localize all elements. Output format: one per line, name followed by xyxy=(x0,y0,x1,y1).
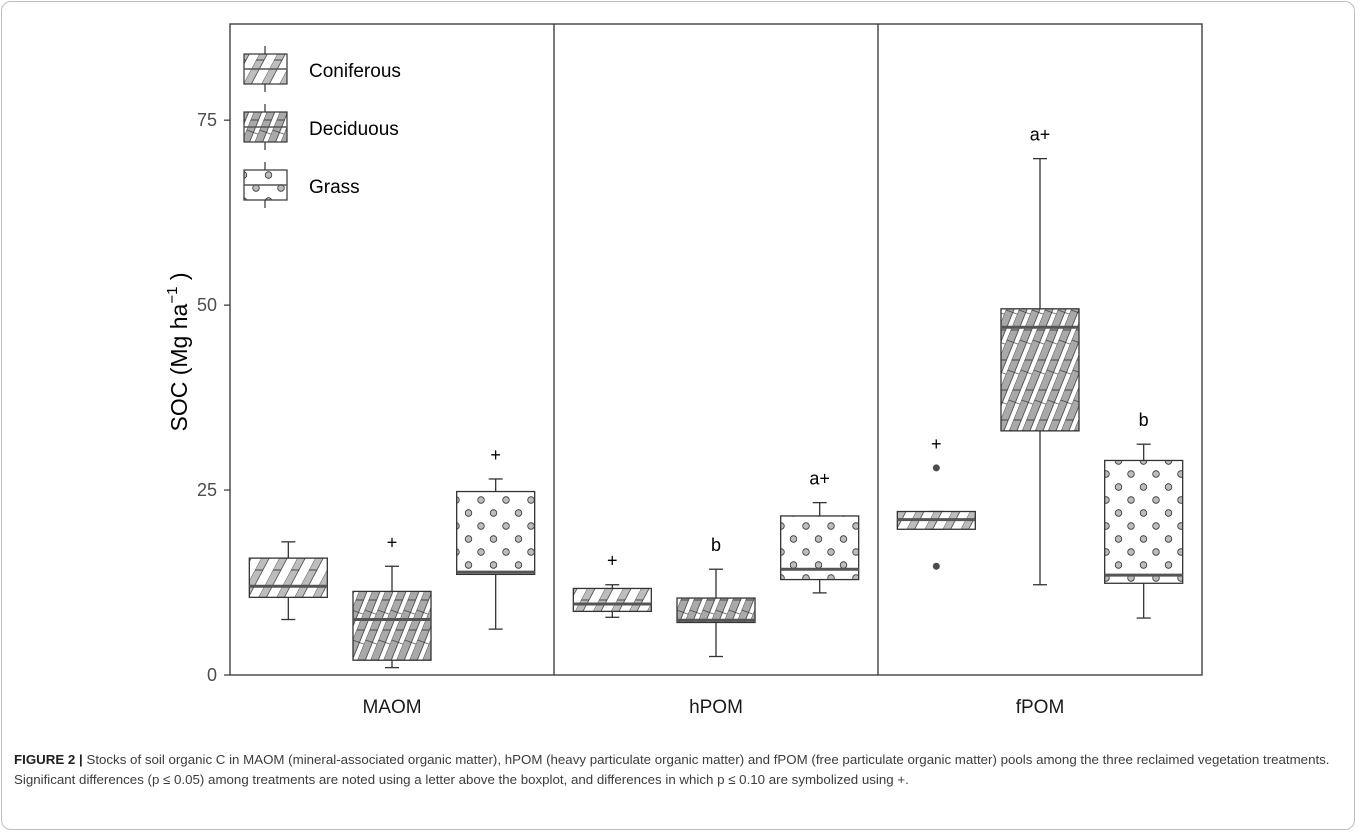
outlier-fpom-coniferous xyxy=(932,562,940,570)
y-tick-label: 50 xyxy=(197,295,217,315)
x-tick-label-maom: MAOM xyxy=(362,697,421,718)
caption-text: Stocks of soil organic C in MAOM (minera… xyxy=(14,752,1330,787)
legend-label-grass: Grass xyxy=(309,177,360,198)
figure-caption: FIGURE 2 | Stocks of soil organic C in M… xyxy=(14,750,1344,790)
outlier-fpom-coniferous xyxy=(932,464,940,472)
legend-label-deciduous: Deciduous xyxy=(309,119,399,140)
annotation-maom-grass: + xyxy=(490,445,501,465)
box-hpom-coniferous xyxy=(572,587,652,613)
plot-border xyxy=(229,23,1203,676)
y-tick-label: 0 xyxy=(207,665,217,685)
annotation-hpom-grass: a+ xyxy=(809,469,830,489)
box-fpom-deciduous xyxy=(1000,308,1080,432)
boxplot-chart: MAOM hPOM fPOM 0 25 50 75 SOC (Mg ha−1 ) + + + b a+ +… xyxy=(164,23,1203,718)
annotation-fpom-grass: b xyxy=(1139,410,1149,430)
x-tick-label-fpom: fPOM xyxy=(1016,697,1065,718)
annotation-fpom-deciduous: a+ xyxy=(1030,125,1051,145)
annotation-hpom-coniferous: + xyxy=(607,551,618,571)
annotation-fpom-coniferous: + xyxy=(931,434,942,454)
box-maom-coniferous xyxy=(248,557,328,598)
box-maom-deciduous xyxy=(352,590,432,661)
box-fpom-grass xyxy=(1104,459,1184,584)
x-tick-label-hpom: hPOM xyxy=(689,697,743,718)
y-tick-label: 75 xyxy=(197,110,217,130)
annotation-hpom-deciduous: b xyxy=(711,535,721,555)
box-maom-grass xyxy=(456,490,536,576)
box-hpom-deciduous xyxy=(676,597,756,624)
y-axis-label: SOC (Mg ha−1 ) xyxy=(164,273,192,432)
legend-label-coniferous: Coniferous xyxy=(309,61,401,82)
y-tick-label: 25 xyxy=(197,480,217,500)
annotation-maom-deciduous: + xyxy=(387,532,398,552)
caption-label: FIGURE 2 | xyxy=(14,752,83,767)
